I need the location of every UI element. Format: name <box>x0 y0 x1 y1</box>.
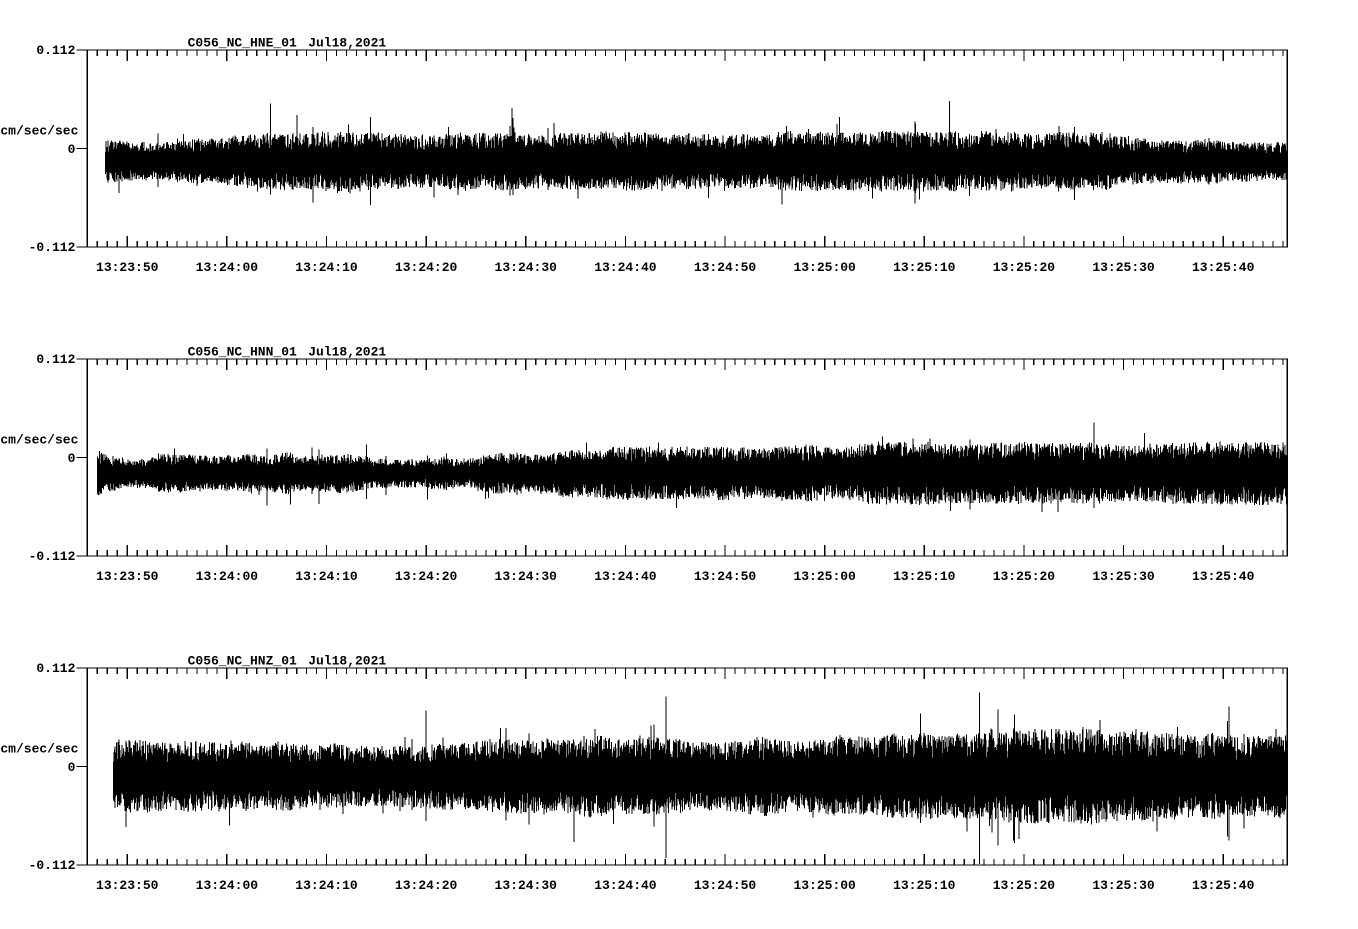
svg-text:cm/sec/sec: cm/sec/sec <box>0 742 78 757</box>
svg-text:13:24:30: 13:24:30 <box>495 569 558 584</box>
svg-text:13:23:50: 13:23:50 <box>96 260 159 275</box>
svg-text:13:24:30: 13:24:30 <box>495 878 558 893</box>
svg-text:13:24:50: 13:24:50 <box>694 260 757 275</box>
svg-text:C056_NC_HNE_01: C056_NC_HNE_01 <box>188 35 297 50</box>
svg-text:13:24:40: 13:24:40 <box>594 878 657 893</box>
svg-text:13:24:30: 13:24:30 <box>495 260 558 275</box>
svg-text:cm/sec/sec: cm/sec/sec <box>0 124 78 139</box>
svg-text:13:25:00: 13:25:00 <box>793 260 856 275</box>
svg-text:13:24:20: 13:24:20 <box>395 878 458 893</box>
svg-text:13:25:30: 13:25:30 <box>1092 260 1155 275</box>
svg-text:13:25:10: 13:25:10 <box>893 569 956 584</box>
svg-text:13:25:20: 13:25:20 <box>993 878 1056 893</box>
svg-text:0: 0 <box>68 142 76 157</box>
svg-text:13:24:00: 13:24:00 <box>196 878 259 893</box>
svg-text:13:23:50: 13:23:50 <box>96 569 159 584</box>
svg-text:13:24:00: 13:24:00 <box>196 260 259 275</box>
svg-text:13:25:30: 13:25:30 <box>1092 569 1155 584</box>
svg-text:13:24:10: 13:24:10 <box>295 878 358 893</box>
svg-text:13:24:10: 13:24:10 <box>295 569 358 584</box>
svg-text:C056_NC_HNZ_01: C056_NC_HNZ_01 <box>188 653 297 668</box>
svg-text:Jul18,2021: Jul18,2021 <box>308 653 386 668</box>
svg-text:13:25:40: 13:25:40 <box>1192 569 1255 584</box>
svg-text:13:24:50: 13:24:50 <box>694 878 757 893</box>
svg-text:-0.112: -0.112 <box>29 240 76 255</box>
svg-text:-0.112: -0.112 <box>29 549 76 564</box>
svg-text:0.112: 0.112 <box>36 352 75 367</box>
svg-text:13:24:50: 13:24:50 <box>694 569 757 584</box>
svg-text:13:25:20: 13:25:20 <box>993 260 1056 275</box>
svg-text:13:25:20: 13:25:20 <box>993 569 1056 584</box>
svg-text:13:24:40: 13:24:40 <box>594 569 657 584</box>
svg-text:13:25:00: 13:25:00 <box>793 569 856 584</box>
svg-text:0: 0 <box>68 760 76 775</box>
svg-text:Jul18,2021: Jul18,2021 <box>308 35 386 50</box>
svg-text:-0.112: -0.112 <box>29 858 76 873</box>
svg-text:13:25:10: 13:25:10 <box>893 260 956 275</box>
svg-text:0: 0 <box>68 451 76 466</box>
svg-text:13:25:30: 13:25:30 <box>1092 878 1155 893</box>
svg-text:13:25:40: 13:25:40 <box>1192 260 1255 275</box>
svg-text:13:24:20: 13:24:20 <box>395 260 458 275</box>
svg-text:13:24:20: 13:24:20 <box>395 569 458 584</box>
svg-text:13:24:40: 13:24:40 <box>594 260 657 275</box>
svg-text:13:24:10: 13:24:10 <box>295 260 358 275</box>
svg-text:13:23:50: 13:23:50 <box>96 878 159 893</box>
svg-text:13:24:00: 13:24:00 <box>196 569 259 584</box>
svg-text:Jul18,2021: Jul18,2021 <box>308 344 386 359</box>
svg-text:0.112: 0.112 <box>36 43 75 58</box>
svg-text:cm/sec/sec: cm/sec/sec <box>0 433 78 448</box>
svg-text:13:25:10: 13:25:10 <box>893 878 956 893</box>
svg-text:13:25:40: 13:25:40 <box>1192 878 1255 893</box>
svg-text:13:25:00: 13:25:00 <box>793 878 856 893</box>
svg-text:C056_NC_HNN_01: C056_NC_HNN_01 <box>188 344 297 359</box>
svg-text:0.112: 0.112 <box>36 661 75 676</box>
